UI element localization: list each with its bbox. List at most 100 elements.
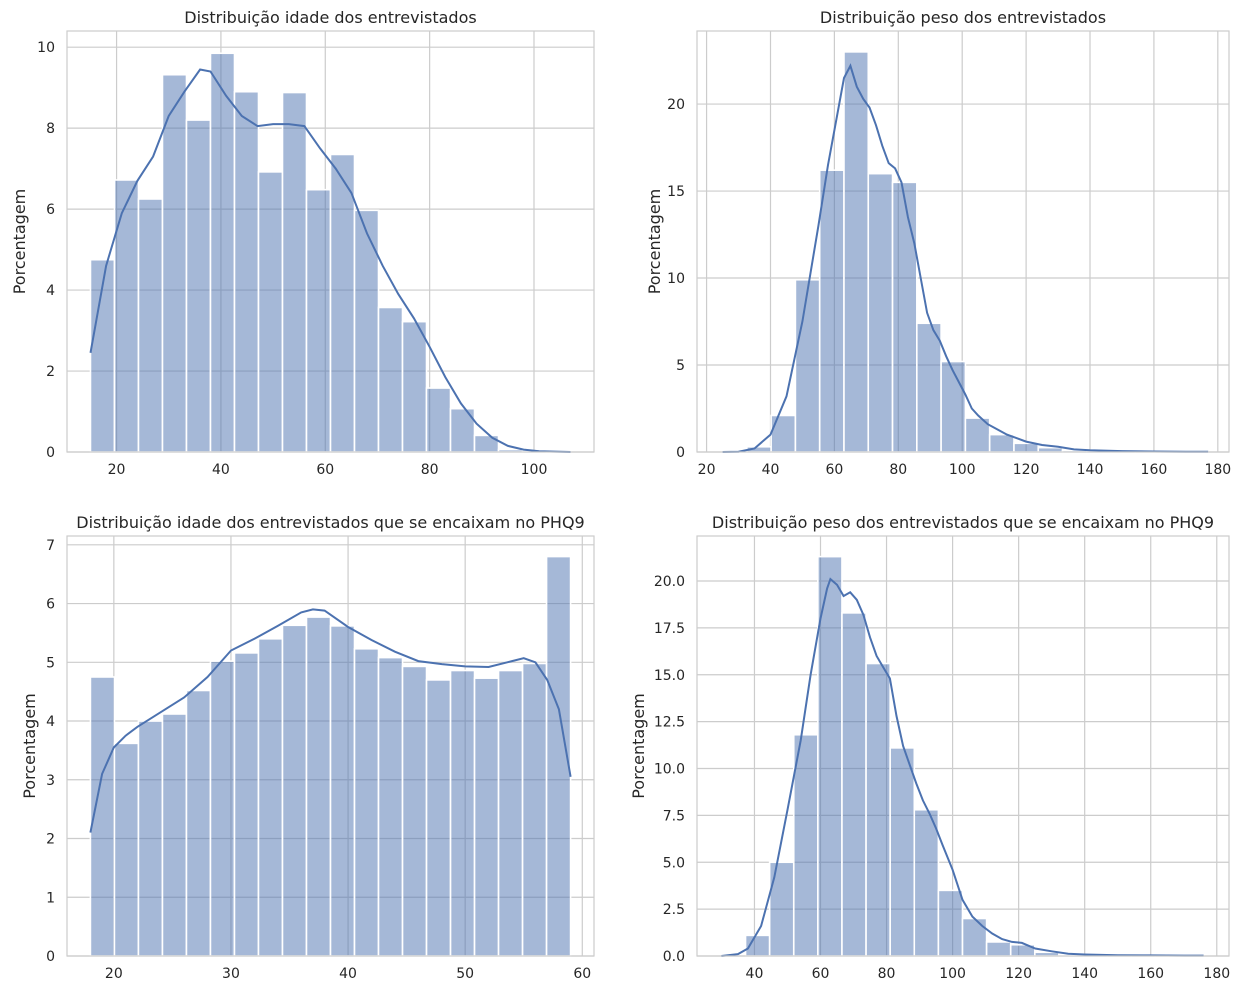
x-tick-label: 40: [746, 966, 764, 982]
histogram-bar: [113, 179, 140, 453]
histogram-bar: [521, 662, 548, 957]
histogram-bar: [281, 91, 308, 453]
x-tick-label: 120: [1005, 966, 1032, 982]
y-tick-label: 4: [46, 283, 55, 299]
histogram-bar: [401, 320, 428, 453]
x-tick-label: 50: [456, 966, 474, 982]
x-tick-label: 60: [812, 966, 830, 982]
histogram-bar: [937, 889, 964, 957]
histogram-bar: [768, 861, 795, 957]
histogram-bar: [1013, 442, 1040, 453]
histogram-bar: [209, 52, 236, 453]
histogram-bar: [257, 171, 284, 453]
kde-line: [89, 68, 571, 453]
histogram-bar: [329, 625, 356, 957]
histogram-bar: [281, 624, 308, 957]
histogram-bar: [792, 733, 819, 957]
chart-panel-age-distribution: 20 40 60 80 100 0 2 4 6 8 10 Distribuição idade dos…: [10, 8, 595, 478]
histogram-bar: [988, 433, 1015, 453]
y-tick-label: 20: [667, 97, 685, 113]
histogram-bar: [425, 679, 452, 957]
histogram-bar: [305, 616, 332, 957]
x-tick-label: 160: [1141, 462, 1168, 478]
y-tick-label: 0.0: [663, 949, 685, 965]
y-tick-label: 17.5: [654, 621, 685, 637]
histogram-bar: [233, 652, 260, 957]
histogram-bar: [1037, 446, 1064, 453]
y-tick-label: 0: [46, 445, 55, 461]
histogram-bar: [794, 278, 821, 453]
y-tick-label: 8: [46, 121, 55, 137]
histogram-bar: [401, 665, 428, 957]
histogram-bar: [305, 188, 332, 453]
histogram-bar: [161, 713, 188, 957]
x-tick-label: 40: [339, 966, 357, 982]
histogram-bar: [137, 720, 164, 957]
histogram-bar: [185, 119, 212, 453]
histogram-bar: [843, 51, 870, 453]
y-tick-label: 6: [46, 202, 55, 218]
y-tick-label: 5.0: [663, 855, 685, 871]
chart-panel-weight-distribution: 20 40 60 80 100 120 140 160 180 0 5 10 15 20 Distribui…: [645, 8, 1231, 478]
y-tick-label: 5: [676, 358, 685, 374]
y-tick-label: 15.0: [654, 668, 685, 684]
y-axis-label: Porcentagem: [20, 693, 39, 799]
x-tick-label: 20: [108, 462, 126, 478]
histogram-bar: [233, 90, 260, 453]
x-tick-label: 80: [878, 966, 896, 982]
x-tick-label: 30: [222, 966, 240, 982]
histogram-bar: [89, 258, 116, 453]
x-tick-label: 60: [316, 462, 334, 478]
x-tick-label: 80: [421, 462, 439, 478]
x-tick-label: 100: [949, 462, 976, 478]
y-axis-label: Porcentagem: [645, 189, 664, 295]
histogram-bar: [841, 612, 867, 957]
y-tick-label: 5: [46, 655, 55, 671]
y-tick-label: 2: [46, 364, 55, 380]
y-tick-label: 7: [46, 538, 55, 554]
histogram-bar: [916, 322, 942, 453]
x-tick-label: 140: [1077, 462, 1104, 478]
histogram-bar: [377, 656, 404, 957]
histogram-bar: [137, 198, 164, 453]
x-tick-label: 120: [1013, 462, 1040, 478]
plot-frame: [66, 535, 595, 957]
histogram-bar: [257, 637, 284, 957]
x-tick-label: 40: [212, 462, 230, 478]
histogram-bar: [770, 414, 797, 453]
x-tick-label: 180: [1204, 462, 1231, 478]
x-tick-label: 100: [939, 966, 966, 982]
y-tick-label: 7.5: [663, 808, 685, 824]
histogram-bar: [161, 73, 188, 453]
histogram-bar: [961, 917, 988, 957]
y-tick-label: 20.0: [654, 574, 685, 590]
chart-panel-weight-distribution-phq9: 40 60 80 100 120 140 160 180 0.0 2.5 5.0 7.5 10.0 12.…: [629, 513, 1230, 982]
chart-title: Distribuição peso dos entrevistados: [820, 8, 1106, 27]
x-tick-label: 180: [1203, 966, 1230, 982]
histogram-bar: [940, 360, 967, 453]
histogram-bar: [867, 172, 894, 453]
histogram-bar: [891, 181, 918, 453]
x-tick-label: 80: [889, 462, 907, 478]
histogram-bar: [113, 742, 140, 957]
x-tick-label: 20: [698, 462, 716, 478]
plot-frame: [66, 30, 595, 453]
y-tick-label: 1: [46, 890, 55, 906]
histogram-bar: [449, 669, 476, 957]
chart-panel-age-distribution-phq9: 20 30 40 50 60 0 1 2 3 4 5 6 7 Distribuição idade dos…: [20, 513, 595, 982]
histogram-bar: [353, 209, 380, 453]
y-tick-label: 2: [46, 832, 55, 848]
x-tick-label: 100: [521, 462, 548, 478]
y-tick-label: 10.0: [654, 762, 685, 778]
histogram-bar: [377, 306, 404, 453]
plot-frame: [696, 535, 1230, 957]
kde-line: [89, 608, 572, 833]
histogram-bar: [425, 387, 452, 453]
chart-title: Distribuição idade dos entrevistados: [184, 8, 476, 27]
x-tick-label: 60: [573, 966, 591, 982]
x-tick-label: 160: [1137, 966, 1164, 982]
y-tick-label: 6: [46, 597, 55, 613]
histogram-bar: [209, 660, 236, 957]
y-axis-label: Porcentagem: [10, 189, 29, 295]
